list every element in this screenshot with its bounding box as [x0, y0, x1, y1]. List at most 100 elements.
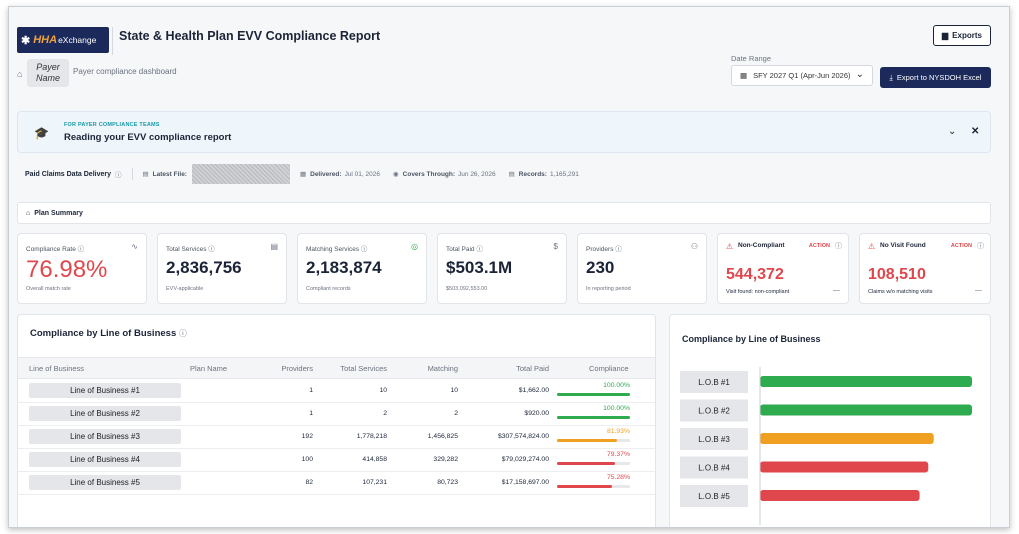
- covers-through-value: Jun 26, 2026: [458, 170, 496, 178]
- compliance-bar: [557, 393, 630, 396]
- category-label-bg: [680, 428, 748, 450]
- lob-name: Line of Business #3: [29, 429, 181, 444]
- plan-summary-label: Plan Summary: [34, 209, 83, 217]
- total-services-cell: 107,231: [362, 479, 387, 486]
- table-row[interactable]: Line of Business #3 192 1,778,218 1,456,825…: [18, 426, 655, 449]
- info-icon[interactable]: ⓘ: [615, 246, 622, 253]
- home-icon[interactable]: ⌂: [17, 69, 23, 79]
- chart-bar[interactable]: [760, 490, 920, 501]
- chevron-down-icon: ⌄: [855, 69, 864, 80]
- chevron-down-icon[interactable]: ⌄: [948, 126, 957, 137]
- lob-name: Line of Business #4: [29, 452, 181, 467]
- info-icon[interactable]: ⓘ: [360, 246, 368, 253]
- table-row[interactable]: Line of Business #5 82 107,231 80,723 $17,15…: [18, 472, 655, 495]
- category-tick-label: L.O.B #4: [698, 464, 730, 473]
- info-icon[interactable]: ⓘ: [208, 246, 215, 253]
- col-matching[interactable]: Matching: [427, 364, 458, 373]
- info-icon[interactable]: ⓘ: [977, 243, 984, 250]
- compliance-percent: 100.00%: [603, 382, 630, 389]
- kpi-trend: —: [833, 287, 840, 294]
- kpi-label: Non-Compliant: [738, 242, 785, 249]
- info-icon[interactable]: ⓘ: [476, 246, 483, 253]
- hhaexchange-logo: ✱ HHA eXchange: [17, 27, 109, 53]
- total-paid-cell: $1,662.00: [518, 387, 549, 394]
- close-icon[interactable]: ✕: [971, 126, 980, 137]
- folder-icon: ▆: [942, 31, 949, 40]
- exports-button[interactable]: ▆ Exports: [933, 25, 991, 46]
- plan-summary-header[interactable]: ⌂ Plan Summary: [17, 202, 991, 224]
- chart-bar[interactable]: [760, 433, 934, 444]
- col-providers[interactable]: Providers: [281, 364, 313, 373]
- info-icon[interactable]: ⓘ: [178, 329, 187, 338]
- date-range-select[interactable]: ▦ SFY 2027 Q1 (Apr-Jun 2026) ⌄: [731, 65, 873, 86]
- compliance-bar: [557, 439, 630, 442]
- col-compliance[interactable]: Compliance: [589, 364, 629, 373]
- kpi-no-visit-found: ⚠ No Visit Found ACTION ⓘ 108,510 Claims…: [859, 233, 991, 304]
- chart-bar[interactable]: [760, 461, 929, 473]
- lob-name: Line of Business #5: [29, 475, 181, 490]
- kpi-label-text: Total Paid: [446, 246, 475, 253]
- redacted-file-name: [191, 164, 290, 184]
- matching-cell: 10: [450, 387, 458, 394]
- banner-title: Reading your EVV compliance report: [64, 132, 232, 143]
- calendar-icon: ▦: [740, 71, 748, 80]
- latest-file-label: Latest File:: [152, 170, 187, 178]
- col-plan-name[interactable]: Plan Name: [190, 364, 228, 373]
- providers-cell: 100: [301, 456, 313, 463]
- table-title-text: Compliance by Line of Business: [30, 328, 177, 339]
- chart-bar[interactable]: [760, 404, 972, 416]
- chart-bar[interactable]: [760, 376, 972, 387]
- warning-icon: ⚠: [868, 242, 876, 251]
- kpi-label-text: Total Services: [166, 246, 207, 253]
- kpi-non-compliant: ⚠ Non-Compliant ACTION ⓘ 544,372 Visit f…: [717, 233, 849, 304]
- payer-name-badge: Payer Name: [27, 59, 69, 87]
- kpi-label: Matching Services ⓘ: [306, 243, 367, 253]
- kpi-subtext: In reporting period: [586, 286, 631, 292]
- col-line-of-business[interactable]: Line of Business: [29, 364, 85, 373]
- window-frame: ✱ HHA eXchange State & Health Plan EVV C…: [8, 6, 1010, 528]
- info-icon[interactable]: ⓘ: [77, 246, 85, 253]
- providers-cell: 82: [305, 479, 313, 486]
- document-icon: ▤: [270, 242, 278, 251]
- file-icon: ▤: [142, 171, 149, 178]
- total-paid-cell: $920.00: [524, 410, 549, 417]
- compliance-bar: [557, 462, 630, 465]
- kpi-subtext: Claims w/o matching visits: [868, 289, 933, 295]
- table-row[interactable]: Line of Business #2 1 2 2 $920.00 100.00%: [18, 403, 655, 426]
- table-row[interactable]: Line of Business #4 100 414,858 329,282 $79,…: [18, 449, 655, 472]
- total-paid-cell: $17,158,697.00: [501, 479, 549, 486]
- check-circle-icon: ◎: [411, 242, 418, 251]
- kpi-trend: —: [975, 287, 982, 294]
- export-nysdoh-label: Export to NYSDOH Excel: [896, 73, 982, 82]
- export-nysdoh-button[interactable]: ⤓ Export to NYSDOH Excel: [880, 67, 991, 88]
- table-row[interactable]: Line of Business #1 1 10 10 $1,662.00 100.00%: [18, 380, 655, 403]
- kpi-value: 2,836,756: [166, 258, 242, 277]
- calendar-icon: ▦: [299, 171, 307, 178]
- delivered-value: Jul 01, 2026: [344, 170, 380, 178]
- kpi-subtext: Compliant records: [306, 286, 351, 292]
- compliance-percent: 100.00%: [603, 405, 630, 412]
- action-badge: ACTION: [950, 243, 972, 249]
- compliance-bar-fill: [557, 462, 615, 465]
- data-delivery-row: Paid Claims Data Delivery ⓘ ▤ Latest Fil…: [25, 164, 579, 184]
- lob-table-panel: Compliance by Line of Business ⓘ Line of…: [17, 314, 656, 527]
- kpi-total-paid: Total Paid ⓘ $ $503.1M $503,092,553.00: [437, 233, 567, 304]
- document-icon: ▤: [508, 171, 515, 178]
- col-total-services[interactable]: Total Services: [340, 364, 387, 373]
- category-label-bg: [680, 485, 748, 507]
- delivery-label: Paid Claims Data Delivery: [25, 170, 111, 178]
- kpi-subtext: Visit found: non-compliant: [726, 289, 790, 295]
- category-tick-label: L.O.B #5: [698, 492, 730, 501]
- kpi-providers: Providers ⓘ ⚇ 230 In reporting period: [577, 233, 707, 304]
- total-paid-cell: $307,574,824.00: [497, 433, 549, 440]
- total-paid-cell: $79,029,274.00: [501, 456, 549, 463]
- activity-icon: ∿: [131, 242, 138, 251]
- col-total-paid[interactable]: Total Paid: [516, 364, 549, 373]
- date-range-value: SFY 2027 Q1 (Apr-Jun 2026): [753, 71, 851, 80]
- lob-chart-panel: Compliance by Line of Business L.O.B #1 L…: [669, 314, 991, 527]
- kpi-subtext: $503,092,553.00: [446, 286, 488, 292]
- info-icon[interactable]: ⓘ: [835, 243, 842, 250]
- app-root: ✱ HHA eXchange State & Health Plan EVV C…: [9, 7, 1009, 527]
- matching-cell: 329,282: [433, 456, 458, 463]
- info-icon[interactable]: ⓘ: [115, 172, 122, 179]
